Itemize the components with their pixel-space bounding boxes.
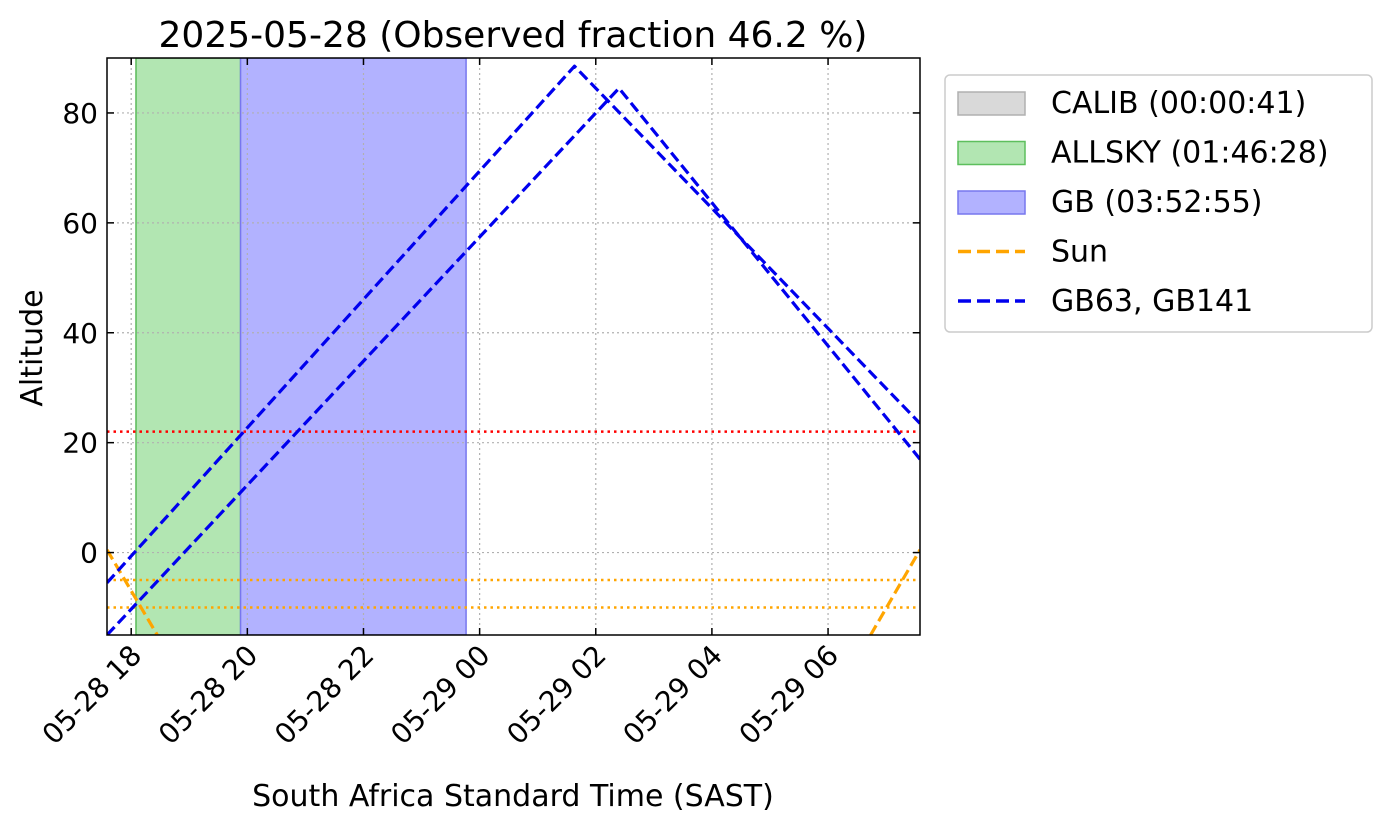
y-tick-label: 20 (62, 427, 98, 460)
plot-frame (106, 57, 921, 636)
y-tick-label: 80 (62, 97, 98, 130)
legend-swatch-0 (957, 91, 1026, 116)
legend-label-1: ALLSKY (01:46:28) (1051, 136, 1329, 171)
legend-box (944, 74, 1373, 333)
chart-title: 2025-05-28 (Observed fraction 46.2 %) (159, 15, 868, 56)
legend-label-3: Sun (1051, 235, 1108, 270)
x-tick-label: 05-29 02 (500, 639, 612, 751)
x-tick-label: 05-29 04 (617, 639, 729, 751)
x-tick-label: 05-28 22 (268, 639, 380, 751)
legend-swatch-2 (957, 190, 1026, 215)
series-line-sun-1 (869, 548, 920, 635)
y-axis-label: Altitude (15, 289, 50, 406)
legend-label-4: GB63, GB141 (1051, 284, 1253, 319)
y-tick-label: 40 (62, 317, 98, 350)
y-tick-label: 0 (80, 537, 98, 570)
series-line-sun-0 (107, 548, 159, 635)
series-line-gb-1 (107, 86, 920, 635)
x-tick-label: 05-28 20 (152, 639, 264, 751)
series-line-gb-0 (107, 64, 920, 584)
legend-swatch-1 (957, 140, 1026, 166)
legend-label-2: GB (03:52:55) (1051, 185, 1263, 220)
x-tick-label: 05-29 00 (384, 639, 496, 751)
x-tick-label: 05-28 18 (36, 639, 148, 751)
span-2 (239, 58, 467, 635)
plot-clip-group (107, 58, 920, 635)
legend: CALIB (00:00:41) ALLSKY (01:46:28) GB (03:… (944, 74, 1373, 333)
x-axis-label: South Africa Standard Time (SAST) (252, 779, 774, 814)
legend-label-0: CALIB (00:00:41) (1051, 86, 1306, 121)
y-tick-label: 60 (62, 207, 98, 240)
x-tick-label: 05-29 06 (733, 639, 845, 751)
